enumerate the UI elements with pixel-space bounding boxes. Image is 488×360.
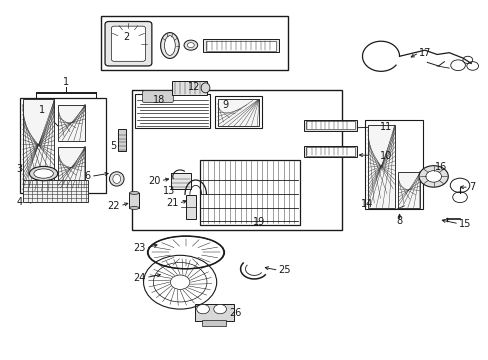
Circle shape (425, 171, 441, 182)
Text: 13: 13 (163, 186, 175, 196)
Bar (205, 41, 275, 50)
Text: 4: 4 (17, 197, 22, 207)
Text: 19: 19 (252, 217, 264, 227)
Ellipse shape (29, 166, 58, 181)
Bar (365, 121, 422, 210)
Bar (397, 172, 419, 208)
Bar (367, 125, 394, 208)
Text: 14: 14 (360, 199, 372, 210)
Text: 5: 5 (110, 141, 117, 151)
Circle shape (187, 42, 194, 48)
Text: 12: 12 (188, 82, 201, 92)
Text: 16: 16 (434, 162, 446, 172)
Ellipse shape (129, 192, 139, 194)
Text: 25: 25 (278, 265, 290, 275)
Ellipse shape (109, 172, 124, 186)
Bar (217, 99, 259, 126)
Text: 1: 1 (39, 105, 45, 115)
Text: 26: 26 (228, 309, 241, 318)
Bar (132, 90, 341, 230)
Text: 15: 15 (458, 219, 470, 229)
Text: 7: 7 (468, 182, 474, 192)
Bar (304, 146, 356, 157)
Bar (20, 98, 105, 193)
Circle shape (183, 40, 197, 50)
Text: 21: 21 (166, 198, 178, 208)
Ellipse shape (113, 175, 121, 183)
Bar (172, 81, 207, 95)
Text: 10: 10 (379, 150, 391, 161)
Bar (58, 105, 85, 140)
Ellipse shape (34, 169, 53, 178)
Bar (304, 120, 356, 131)
Bar (22, 180, 88, 202)
Circle shape (418, 166, 447, 187)
Bar (129, 193, 139, 208)
FancyBboxPatch shape (105, 22, 152, 66)
Text: 20: 20 (148, 176, 160, 186)
Text: 8: 8 (396, 216, 402, 226)
Bar (194, 305, 233, 320)
Circle shape (213, 305, 226, 314)
Bar (305, 121, 354, 130)
Ellipse shape (164, 36, 175, 55)
Text: 6: 6 (84, 171, 91, 181)
Bar (201, 320, 225, 326)
FancyBboxPatch shape (142, 91, 173, 103)
Text: 17: 17 (418, 48, 430, 58)
Bar (22, 99, 54, 191)
Text: 2: 2 (123, 32, 130, 41)
Bar (171, 173, 190, 189)
Bar (101, 17, 288, 69)
Bar (135, 94, 210, 128)
Ellipse shape (201, 83, 209, 93)
Ellipse shape (160, 33, 179, 58)
Bar (185, 195, 195, 220)
Text: 1: 1 (63, 77, 69, 87)
Bar (58, 147, 85, 188)
Text: 9: 9 (223, 100, 228, 110)
Bar (118, 129, 126, 150)
Text: 22: 22 (107, 201, 120, 211)
FancyBboxPatch shape (111, 26, 145, 61)
Bar (215, 96, 261, 128)
Text: 11: 11 (379, 122, 391, 132)
Bar (305, 147, 354, 156)
Text: 18: 18 (153, 95, 165, 105)
Bar (203, 39, 278, 52)
Text: 23: 23 (133, 243, 146, 253)
Text: 3: 3 (17, 164, 22, 174)
Ellipse shape (129, 207, 139, 210)
Bar (199, 159, 299, 225)
Circle shape (196, 305, 209, 314)
Text: 24: 24 (133, 273, 146, 283)
